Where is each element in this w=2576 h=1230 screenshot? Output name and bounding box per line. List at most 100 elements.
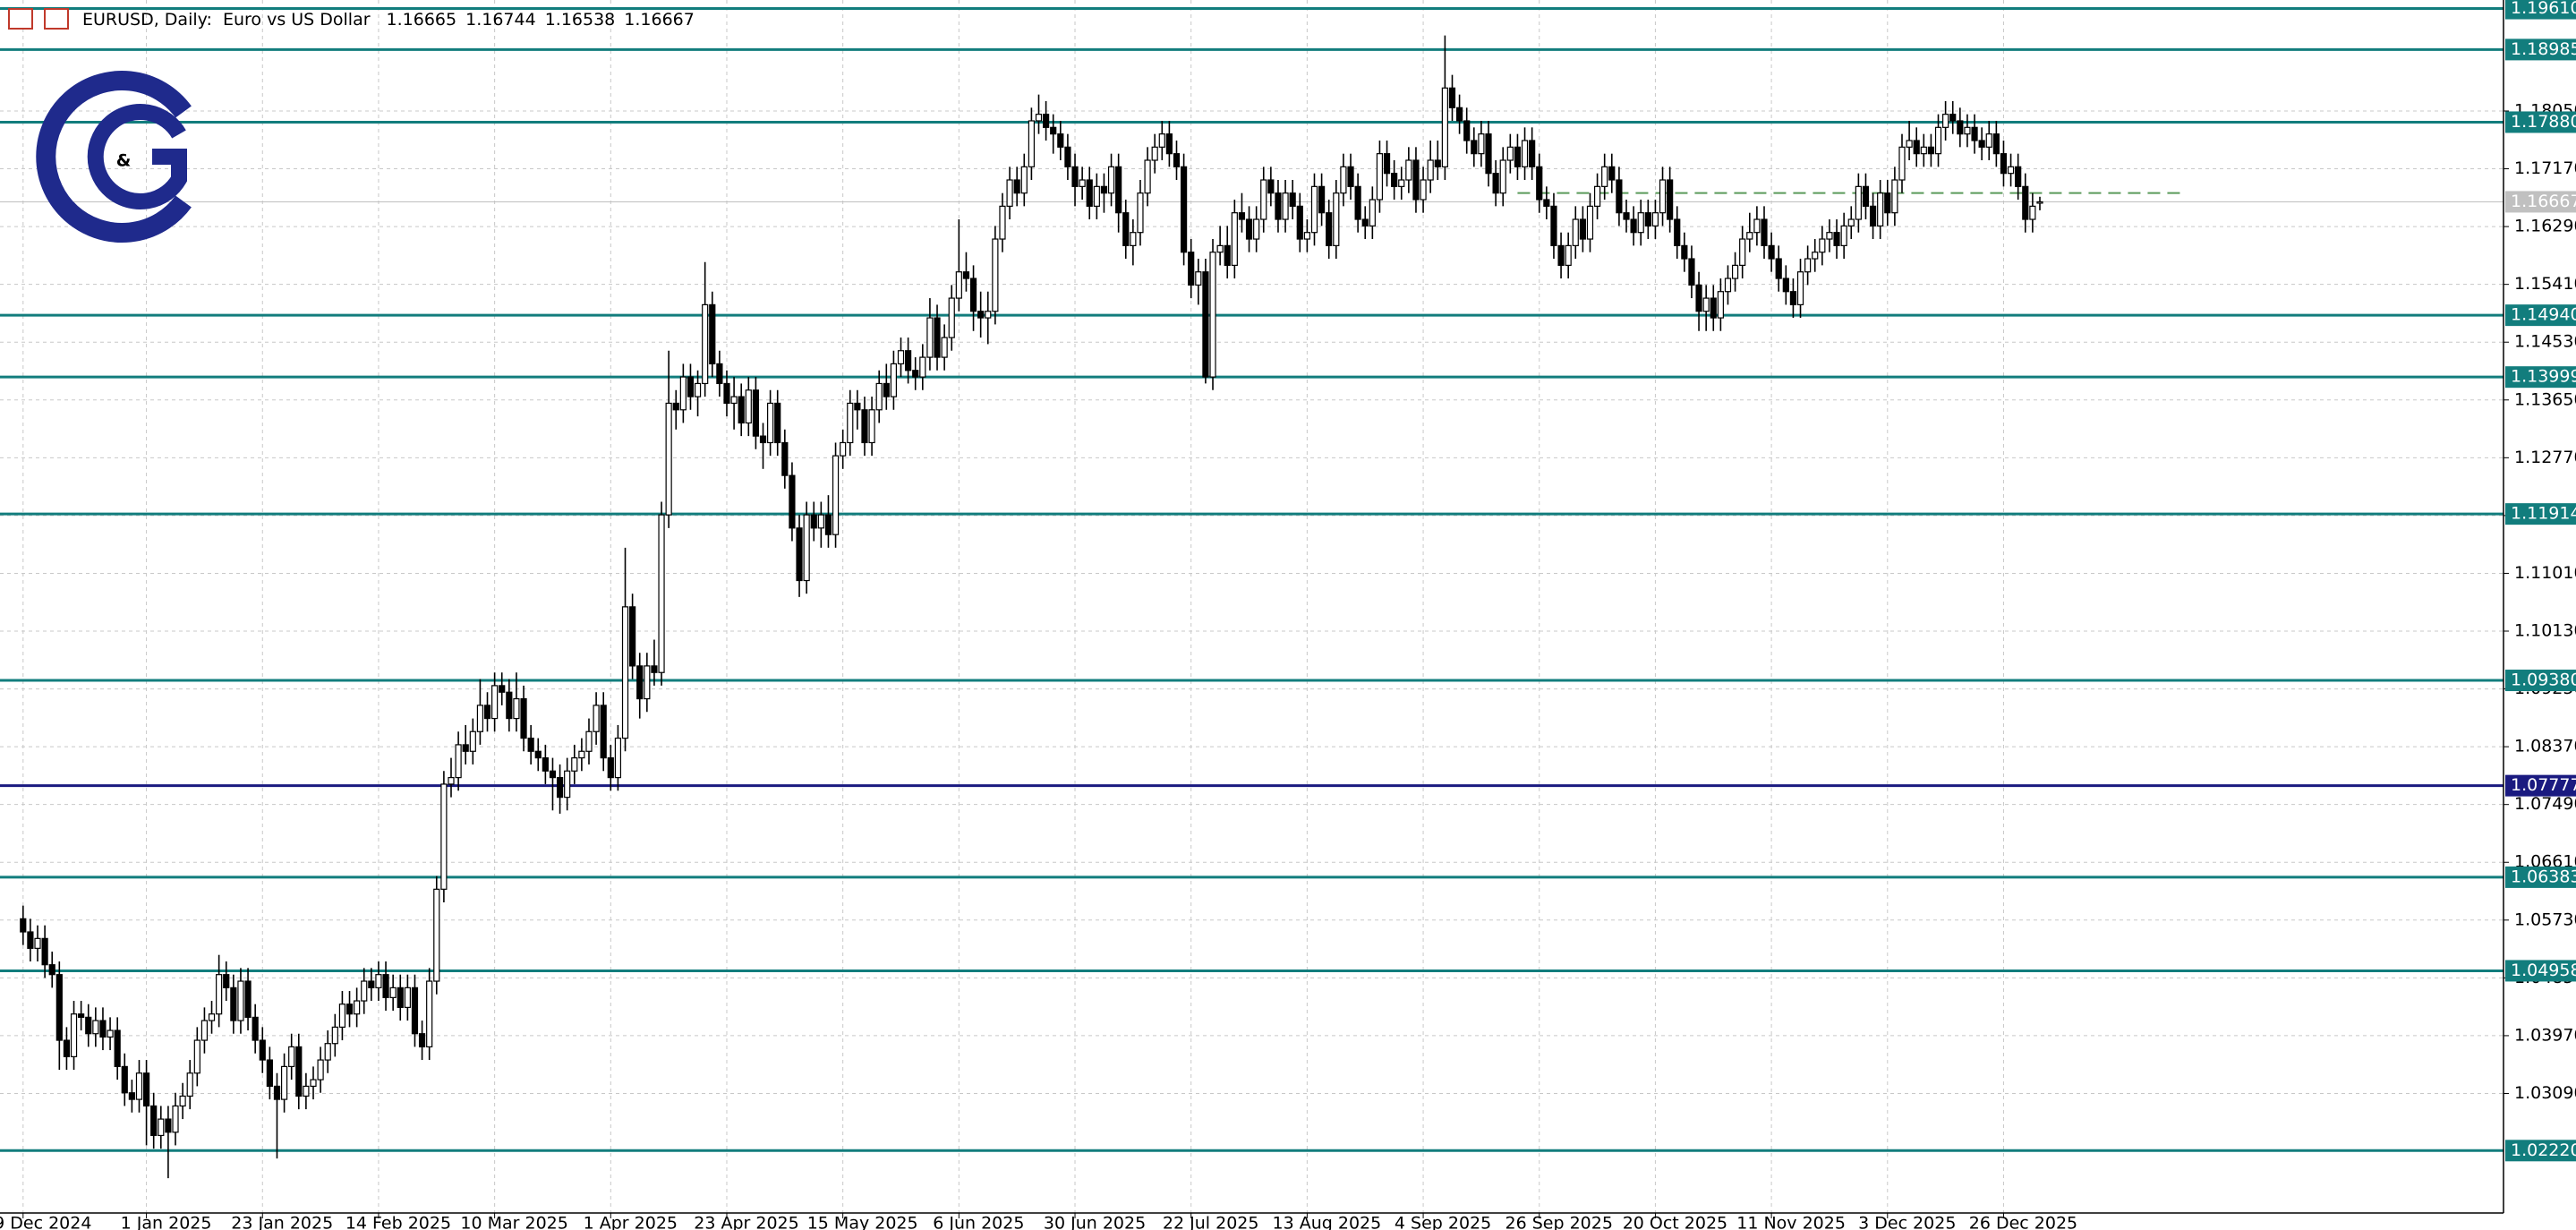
candle-body bbox=[1695, 284, 1702, 312]
candle-body bbox=[600, 705, 607, 759]
candle-body bbox=[1616, 179, 1623, 214]
candle-body bbox=[1455, 107, 1463, 122]
candle-body bbox=[2029, 205, 2036, 220]
candle-body bbox=[317, 1059, 324, 1081]
candle-body bbox=[629, 606, 636, 667]
candle-body bbox=[745, 389, 752, 424]
candle-body bbox=[810, 514, 817, 529]
candle-body bbox=[1100, 185, 1108, 194]
candle-body bbox=[179, 1095, 186, 1107]
candle-body bbox=[172, 1105, 179, 1133]
candle-body bbox=[824, 514, 832, 535]
candle-body bbox=[1659, 179, 1667, 214]
candle-body bbox=[70, 1013, 78, 1057]
candle-body bbox=[2007, 166, 2015, 175]
candle-body bbox=[1710, 297, 1717, 319]
candle-body bbox=[1079, 179, 1086, 187]
candle-body bbox=[1318, 185, 1326, 214]
candle-body bbox=[107, 1029, 114, 1038]
candle-body bbox=[1934, 126, 1942, 155]
candle-body bbox=[34, 937, 41, 949]
candle-body bbox=[607, 756, 614, 779]
candle-body bbox=[1158, 133, 1165, 148]
candle-body bbox=[716, 363, 723, 385]
x-tick-label: 30 Jun 2025 bbox=[1044, 1214, 1146, 1230]
current-price-label: 1.16667 bbox=[2511, 192, 2576, 211]
candle-body bbox=[1057, 133, 1064, 148]
level-label: 1.19610 bbox=[2511, 0, 2576, 18]
candle-body bbox=[636, 665, 644, 700]
candle-body bbox=[1216, 244, 1224, 253]
candle-body bbox=[92, 1020, 99, 1035]
candle-body bbox=[1383, 153, 1391, 175]
candle-body bbox=[1267, 179, 1275, 194]
candle-body bbox=[1224, 244, 1231, 266]
candle-body bbox=[1180, 166, 1188, 253]
candle-body bbox=[375, 974, 382, 988]
candle-body bbox=[817, 514, 824, 529]
candle-body bbox=[875, 382, 883, 411]
candle-body bbox=[1405, 159, 1412, 181]
candle-body bbox=[832, 455, 840, 535]
candle-body bbox=[186, 1072, 193, 1098]
candle-body bbox=[1188, 252, 1195, 286]
candle-body bbox=[1898, 146, 1906, 181]
candle-body bbox=[295, 1046, 303, 1098]
levels bbox=[0, 7, 2503, 1152]
candle-body bbox=[1753, 218, 1761, 234]
candle-body bbox=[1013, 179, 1020, 194]
candle-body bbox=[781, 441, 789, 476]
candle-body bbox=[1434, 159, 1441, 167]
level-label: 1.13999 bbox=[2511, 367, 2576, 387]
candle-body bbox=[1978, 140, 1985, 148]
level-label-box bbox=[2505, 304, 2576, 327]
candle-body bbox=[752, 389, 760, 437]
candle-body bbox=[1913, 140, 1920, 155]
candle-body bbox=[1877, 192, 1884, 226]
candle-body bbox=[1506, 146, 1514, 161]
candle-body bbox=[20, 918, 27, 933]
candle-body bbox=[1775, 258, 1782, 279]
candle-body bbox=[426, 980, 433, 1047]
candle-body bbox=[1173, 153, 1181, 167]
title-open: 1.16665 bbox=[387, 10, 457, 30]
candle-body bbox=[128, 1092, 135, 1100]
candle-body bbox=[593, 705, 600, 732]
candle-body bbox=[999, 205, 1006, 240]
candle-body bbox=[418, 1033, 426, 1047]
candle-body bbox=[397, 987, 404, 1008]
candle-body bbox=[1369, 199, 1376, 226]
candle-body bbox=[1006, 179, 1013, 207]
candle-body bbox=[868, 409, 875, 444]
candle-body bbox=[1412, 159, 1420, 201]
candle-body bbox=[310, 1079, 317, 1088]
x-tick-label: 4 Sep 2025 bbox=[1395, 1214, 1491, 1230]
level-label: 1.17880 bbox=[2511, 112, 2576, 132]
candle-body bbox=[1376, 153, 1384, 201]
y-tick-label: 1.03970 bbox=[2514, 1025, 2576, 1045]
candle-body bbox=[571, 756, 578, 772]
candle-body bbox=[1593, 185, 1601, 207]
candle-body bbox=[1623, 212, 1630, 220]
candle-body bbox=[223, 974, 230, 988]
candle-body bbox=[1391, 173, 1398, 187]
candle-body bbox=[520, 697, 527, 739]
y-tick-label: 1.07490 bbox=[2514, 794, 2576, 814]
candle-body bbox=[491, 685, 499, 720]
candle-body bbox=[1550, 205, 1557, 246]
candle-body bbox=[259, 1039, 266, 1061]
candle-body bbox=[1920, 146, 1927, 155]
candle-body bbox=[2022, 185, 2029, 220]
candle-body bbox=[1761, 218, 1768, 246]
candle-body bbox=[448, 777, 455, 785]
level-label-box bbox=[2505, 866, 2576, 888]
candle-body bbox=[651, 665, 658, 673]
candle-body bbox=[1906, 140, 1913, 148]
candle-body bbox=[1202, 271, 1209, 378]
candle-body bbox=[1303, 232, 1310, 240]
y-tick-label: 1.10130 bbox=[2514, 621, 2576, 641]
candle-body bbox=[1471, 140, 1478, 155]
candle-body bbox=[934, 317, 941, 358]
candle-body bbox=[897, 350, 905, 365]
candle-body bbox=[1043, 114, 1050, 128]
